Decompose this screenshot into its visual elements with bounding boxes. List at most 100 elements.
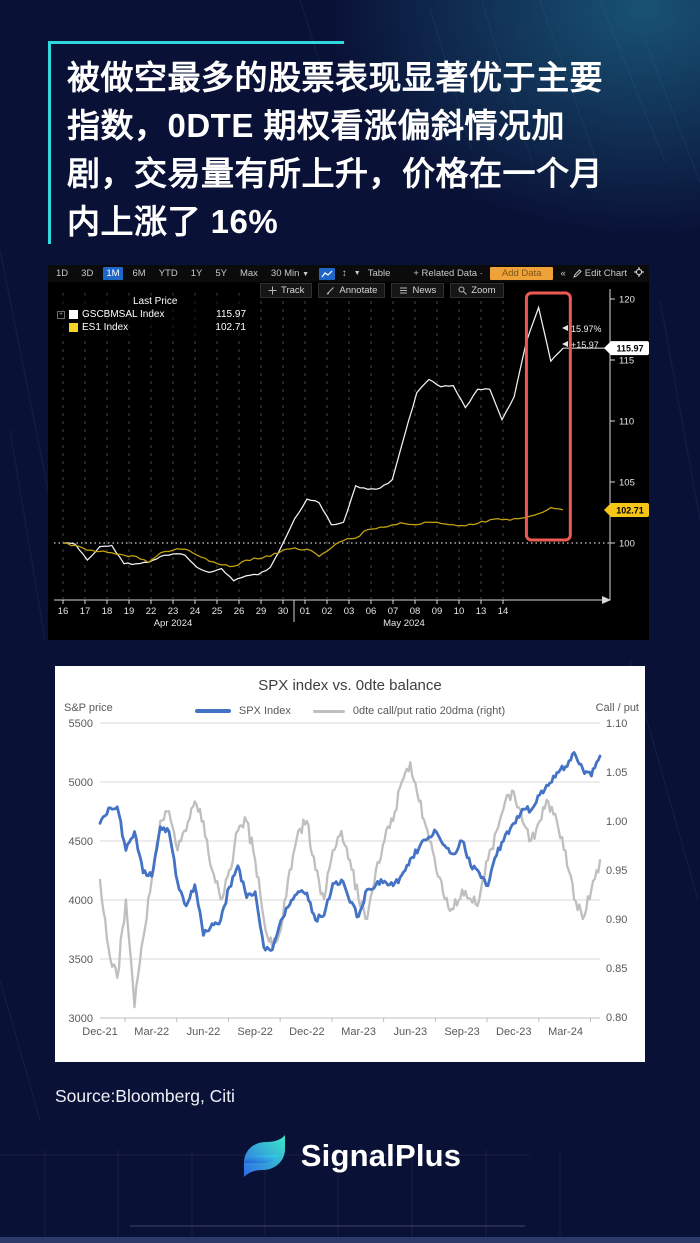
tool-zoom-button[interactable]: Zoom bbox=[450, 283, 504, 298]
es1-line bbox=[62, 506, 564, 568]
edit-chart-button[interactable]: Edit Chart bbox=[572, 268, 627, 279]
collapse-button[interactable]: « bbox=[560, 268, 566, 279]
more-options-caret[interactable]: ▼ bbox=[353, 270, 361, 277]
spx-chart-panel: 5500 5000 4500 4000 3500 3000 1.10 1.05 1.00 0.95… bbox=[55, 666, 645, 1062]
gear-icon bbox=[634, 267, 644, 277]
tool-label: Annotate bbox=[339, 285, 378, 296]
svg-text:Sep-22: Sep-22 bbox=[237, 1026, 272, 1038]
interval-dropdown[interactable]: 30 Min ▼ bbox=[270, 267, 310, 279]
series-color-swatch bbox=[69, 323, 78, 332]
headline-line-3: 剧，交易量有所上升，价格在一个月 bbox=[67, 155, 603, 192]
expand-icon[interactable]: + bbox=[57, 310, 65, 319]
svg-text:09: 09 bbox=[432, 606, 443, 617]
legend-spacer bbox=[57, 324, 65, 332]
svg-text:25: 25 bbox=[212, 606, 223, 617]
range-tab-Max[interactable]: Max bbox=[239, 268, 258, 279]
svg-text:Dec-21: Dec-21 bbox=[82, 1026, 117, 1038]
range-tab-3D[interactable]: 3D bbox=[81, 268, 94, 279]
tool-annotate-button[interactable]: Annotate bbox=[318, 283, 386, 298]
svg-text:18: 18 bbox=[102, 606, 113, 617]
svg-text:24: 24 bbox=[190, 606, 201, 617]
spx-index-line-swatch bbox=[194, 709, 231, 713]
range-tab-1M[interactable]: 1M bbox=[103, 267, 123, 280]
svg-text:08: 08 bbox=[410, 606, 421, 617]
settings-gear-button[interactable] bbox=[634, 267, 644, 280]
headline-line-2: 指数，0DTE 期权看涨偏斜情况加 bbox=[67, 107, 566, 144]
tool-label: News bbox=[412, 285, 437, 296]
series-name: GSCBMSAL Index bbox=[82, 309, 165, 320]
series-color-swatch bbox=[69, 310, 78, 319]
range-tabs: 1D 3D 1M 6M YTD 1Y 5Y Max bbox=[53, 267, 261, 280]
add-data-field[interactable]: Add Data bbox=[489, 267, 554, 280]
svg-text:0.80: 0.80 bbox=[606, 1012, 627, 1024]
svg-text:Mar-24: Mar-24 bbox=[548, 1026, 583, 1038]
tool-track-button[interactable]: Track bbox=[260, 283, 313, 298]
spx-plot: 5500 5000 4500 4000 3500 3000 1.10 1.05 1.00 0.95… bbox=[69, 718, 628, 1038]
svg-text:19: 19 bbox=[124, 606, 135, 617]
news-icon bbox=[400, 287, 408, 294]
legend-0dte-ratio: 0dte call/put ratio 20dma (right) bbox=[352, 705, 506, 717]
svg-text:14: 14 bbox=[498, 606, 509, 617]
range-tab-6M[interactable]: 6M bbox=[132, 268, 146, 279]
svg-text:Mar-22: Mar-22 bbox=[134, 1026, 169, 1038]
svg-text:22: 22 bbox=[146, 606, 157, 617]
legend-spx-index: SPX Index bbox=[238, 705, 291, 717]
annotation-percent: 15.97% bbox=[571, 324, 602, 334]
svg-text:03: 03 bbox=[344, 606, 355, 617]
last-price-badge-yellow bbox=[604, 502, 649, 517]
range-tab-5Y[interactable]: 5Y bbox=[215, 268, 227, 279]
related-data-button[interactable]: + Related Data · bbox=[413, 268, 483, 279]
svg-text:10: 10 bbox=[454, 606, 465, 617]
svg-text:0.85: 0.85 bbox=[606, 963, 627, 975]
left-axis-label: S&P price bbox=[64, 702, 113, 714]
headline-line-4: 内上涨了 16% bbox=[67, 203, 279, 240]
svg-text:29: 29 bbox=[256, 606, 267, 617]
legend-item-es1[interactable]: ES1 Index 102.71 bbox=[57, 321, 246, 334]
annotation-absolute: +15.97 bbox=[571, 340, 599, 350]
svg-text:16: 16 bbox=[58, 606, 69, 617]
range-tab-YTD[interactable]: YTD bbox=[158, 268, 178, 279]
odte-ratio-line-swatch bbox=[312, 709, 345, 713]
signalplus-logo: SignalPlus bbox=[0, 1133, 700, 1179]
right-axis-label: Call / put bbox=[595, 702, 639, 714]
svg-text:3000: 3000 bbox=[69, 1013, 93, 1025]
bloomberg-chart-panel: 16 17 18 19 22 23 24 25 26 29 30 01 02 03 06 07 08 09 10 13… bbox=[48, 265, 649, 640]
range-tab-1Y[interactable]: 1Y bbox=[190, 268, 203, 279]
source-attribution: Source:Bloomberg, Citi bbox=[55, 1086, 235, 1106]
headline-accent-sideline bbox=[48, 41, 51, 244]
svg-text:30: 30 bbox=[278, 606, 289, 617]
pencil-icon bbox=[327, 287, 335, 295]
svg-text:Jun-22: Jun-22 bbox=[187, 1026, 221, 1038]
svg-text:1.10: 1.10 bbox=[606, 718, 627, 730]
svg-text:5500: 5500 bbox=[69, 718, 93, 730]
highlight-box bbox=[524, 291, 572, 542]
svg-text:110: 110 bbox=[619, 417, 634, 428]
svg-text:May 2024: May 2024 bbox=[383, 618, 425, 629]
svg-text:4500: 4500 bbox=[69, 836, 93, 848]
chart-legend: Last Price + GSCBMSAL Index 115.97 ES1 Inde… bbox=[54, 295, 252, 337]
series-last-price: 115.97 bbox=[216, 309, 246, 320]
line-chart-type-button[interactable] bbox=[319, 267, 336, 280]
spx-chart-legend: SPX Index 0dte call/put ratio 20dma (rig… bbox=[55, 705, 645, 717]
signalplus-logo-text: SignalPlus bbox=[300, 1138, 462, 1173]
svg-text:115: 115 bbox=[619, 356, 634, 367]
svg-text:13: 13 bbox=[476, 606, 487, 617]
legend-title: Last Price bbox=[133, 296, 178, 307]
svg-text:115.97: 115.97 bbox=[616, 344, 643, 354]
legend-item-gscbmsal[interactable]: + GSCBMSAL Index 115.97 bbox=[57, 308, 246, 321]
svg-text:0.90: 0.90 bbox=[606, 914, 627, 926]
svg-text:100: 100 bbox=[619, 539, 635, 550]
table-button[interactable]: Table bbox=[367, 268, 391, 279]
tool-news-button[interactable]: News bbox=[391, 283, 445, 298]
line-chart-icon bbox=[321, 270, 333, 277]
svg-text:0.95: 0.95 bbox=[606, 865, 627, 877]
svg-text:Dec-23: Dec-23 bbox=[496, 1026, 531, 1038]
chart-tools: Track Annotate News Zoom bbox=[260, 283, 504, 298]
svg-text:07: 07 bbox=[388, 606, 399, 617]
svg-text:4000: 4000 bbox=[69, 895, 93, 907]
compare-arrows-icon[interactable]: ↕ bbox=[342, 268, 347, 279]
headline-line-1: 被做空最多的股票表现显著优于主要 bbox=[67, 59, 603, 96]
chevron-down-icon: ▼ bbox=[302, 270, 310, 278]
range-tab-1D[interactable]: 1D bbox=[56, 268, 69, 279]
svg-text:01: 01 bbox=[300, 606, 311, 617]
